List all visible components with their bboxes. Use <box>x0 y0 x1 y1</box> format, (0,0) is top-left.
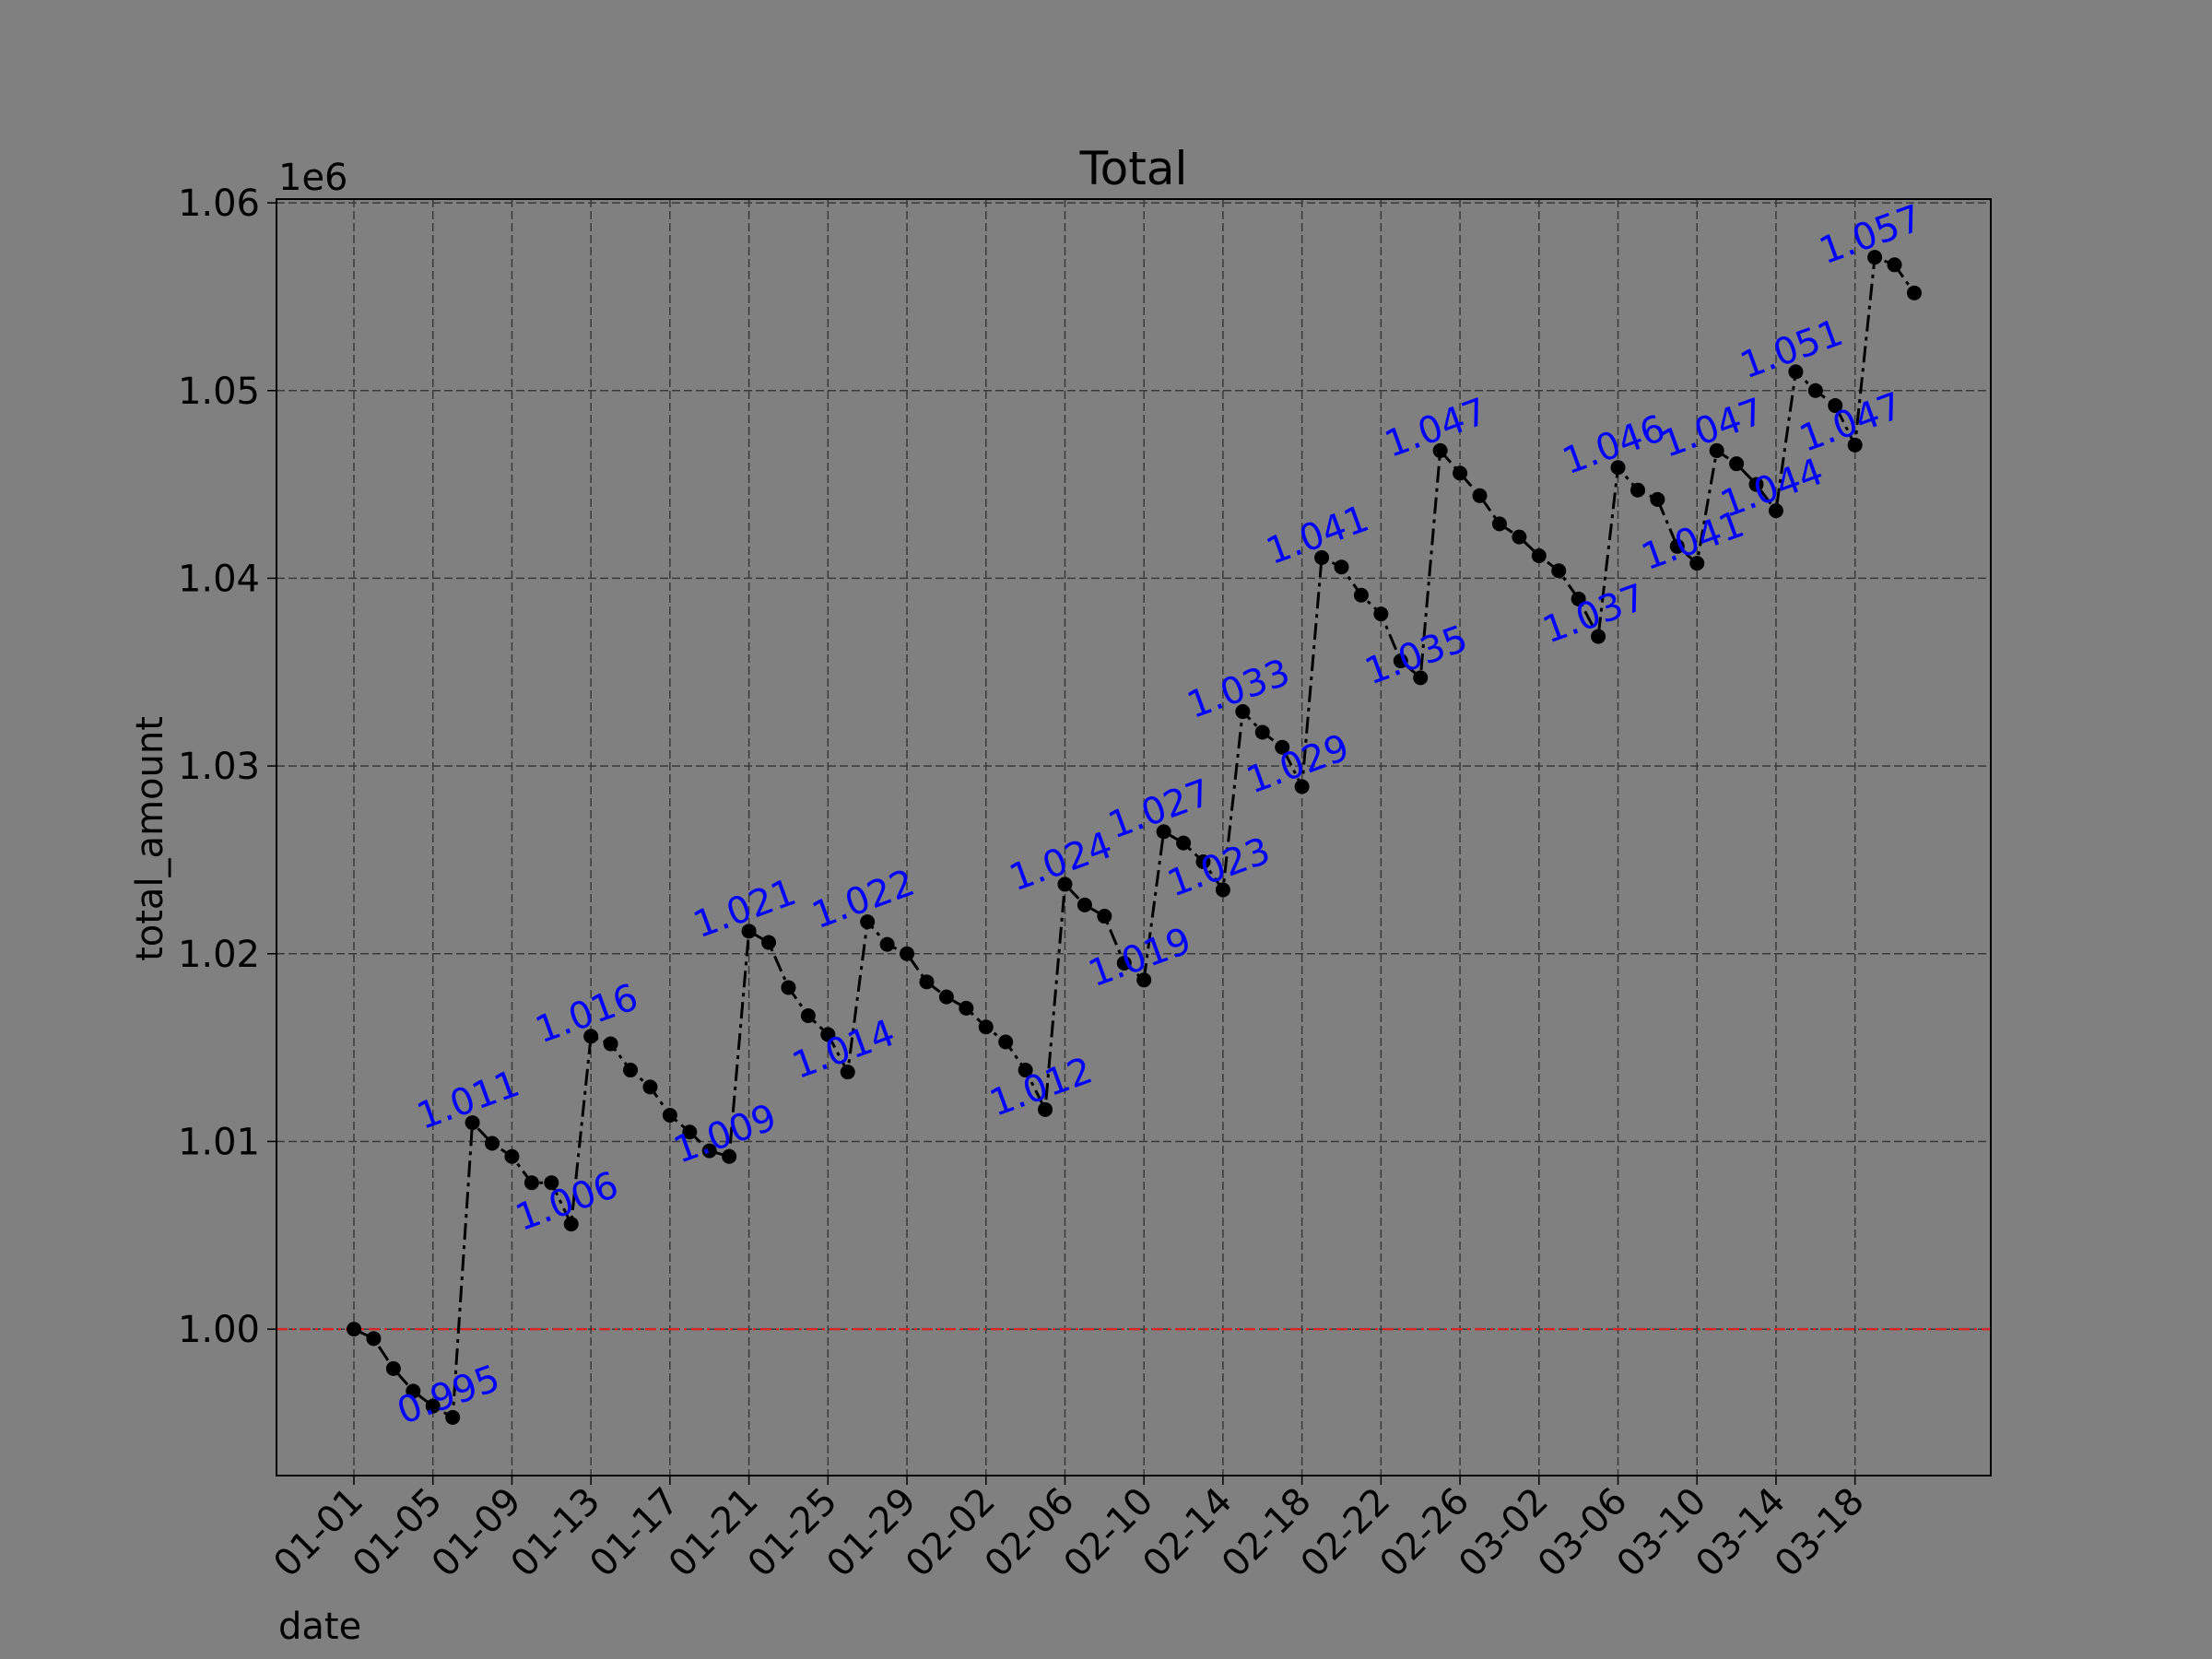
data-point <box>1650 491 1665 507</box>
data-point <box>1788 364 1804 380</box>
data-point <box>741 924 757 939</box>
data-point <box>465 1115 480 1131</box>
data-point <box>406 1383 421 1399</box>
data-point <box>347 1322 361 1337</box>
data-point <box>1472 488 1488 503</box>
data-point <box>1294 779 1310 794</box>
data-point <box>603 1036 618 1052</box>
data-point <box>642 1079 658 1095</box>
data-point <box>1057 877 1073 892</box>
x-axis-label: date <box>278 1606 361 1648</box>
data-point <box>1669 538 1685 554</box>
data-point <box>820 1027 836 1042</box>
data-point <box>900 946 915 961</box>
data-point <box>1689 556 1705 571</box>
data-point <box>1491 516 1507 532</box>
data-point <box>366 1331 382 1347</box>
data-point <box>425 1398 441 1414</box>
data-point <box>1215 882 1230 898</box>
y-tick-label: 1.04 <box>178 558 260 600</box>
y-tick-label: 1.00 <box>178 1309 260 1351</box>
data-point <box>445 1409 461 1425</box>
data-point <box>1176 835 1192 851</box>
data-point <box>800 1007 816 1023</box>
data-point <box>1887 257 1902 273</box>
data-point <box>1235 704 1251 720</box>
y-tick-label: 1.06 <box>178 182 260 225</box>
data-point <box>485 1135 500 1151</box>
data-point <box>1116 955 1132 971</box>
data-point <box>1748 477 1764 492</box>
data-point <box>1195 853 1211 869</box>
data-point <box>701 1143 717 1159</box>
data-point <box>1156 824 1171 840</box>
data-point <box>583 1029 599 1044</box>
data-point <box>1432 442 1448 458</box>
data-point <box>504 1148 520 1164</box>
data-point <box>1254 724 1270 740</box>
data-point <box>1275 739 1290 755</box>
data-point <box>1314 550 1330 566</box>
data-point <box>998 1034 1014 1050</box>
data-point <box>385 1360 401 1376</box>
data-point <box>1531 547 1547 563</box>
data-point <box>1136 972 1152 988</box>
data-point <box>781 980 796 995</box>
data-point <box>1828 398 1843 414</box>
data-point <box>959 1000 974 1016</box>
data-point <box>1551 563 1567 579</box>
data-point <box>1571 591 1586 606</box>
data-point <box>1077 897 1092 912</box>
data-point <box>1373 606 1389 622</box>
data-point <box>938 989 954 1005</box>
data-point <box>1610 460 1626 476</box>
data-point <box>1630 482 1645 498</box>
data-point <box>682 1124 698 1140</box>
data-point <box>662 1107 677 1123</box>
data-point <box>1591 629 1606 644</box>
data-point <box>563 1217 579 1232</box>
y-tick-label: 1.02 <box>178 934 260 976</box>
data-point <box>1413 670 1429 686</box>
y-tick-label: 1.01 <box>178 1121 260 1163</box>
data-point <box>1867 250 1883 265</box>
data-point <box>1906 285 1922 300</box>
data-point <box>1038 1101 1053 1117</box>
data-point <box>1512 529 1527 545</box>
data-point <box>919 974 935 990</box>
data-point <box>524 1175 539 1191</box>
y-tick-label: 1.05 <box>178 371 260 413</box>
data-point <box>1334 559 1349 575</box>
data-point <box>761 935 777 950</box>
data-point <box>1393 653 1408 669</box>
data-point <box>623 1063 639 1078</box>
y-offset-label: 1e6 <box>278 157 348 199</box>
data-point <box>879 936 895 952</box>
data-point <box>722 1148 737 1164</box>
data-point <box>1847 437 1863 453</box>
data-point <box>860 914 876 930</box>
data-point <box>544 1175 559 1191</box>
data-point <box>840 1065 855 1080</box>
chart-title: Total <box>1079 142 1188 195</box>
data-point <box>1709 442 1724 458</box>
data-point <box>1729 456 1745 472</box>
data-point <box>978 1019 994 1035</box>
data-point <box>1018 1063 1033 1078</box>
data-point <box>1453 465 1468 481</box>
data-point <box>1353 587 1369 603</box>
data-point <box>1768 503 1783 519</box>
y-axis-label: total_amount <box>129 716 171 961</box>
y-tick-label: 1.03 <box>178 746 260 788</box>
plot-frame <box>276 198 1992 1477</box>
data-point <box>1807 382 1823 398</box>
data-point <box>1097 909 1112 924</box>
